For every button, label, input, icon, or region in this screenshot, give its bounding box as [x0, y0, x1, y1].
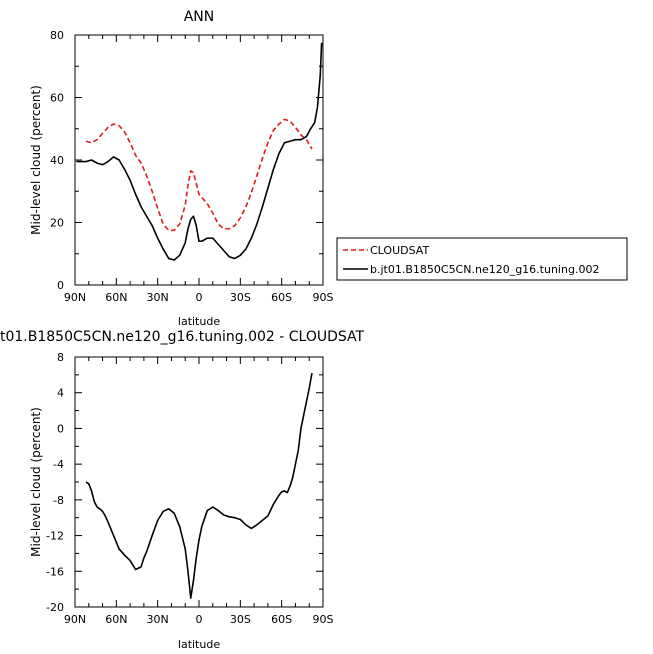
top-y-tick-label: 60	[50, 92, 64, 105]
top-plot-area	[76, 42, 323, 261]
top-panel: ANN 90N 60N 30N 0 30S 60S 90S 0 20 40 60 80 latitud…	[29, 9, 334, 328]
bottom-y-tick-label: -8	[53, 494, 64, 507]
legend-label-cloudsat: CLOUDSAT	[370, 244, 429, 257]
top-x-axis-label: latitude	[178, 315, 220, 328]
top-x-tick-label: 30N	[147, 291, 169, 304]
legend-label-model: b.jt01.B1850C5CN.ne120_g16.tuning.002	[370, 263, 599, 276]
bottom-y-tick-label: -16	[46, 565, 64, 578]
bottom-x-tick-label: 60N	[105, 613, 127, 626]
top-y-axis-label: Mid-level cloud (percent)	[29, 85, 43, 235]
bottom-plot-frame	[74, 356, 324, 608]
bottom-x-tick-label: 60S	[271, 613, 292, 626]
top-y-tick-label: 80	[50, 29, 64, 42]
top-axis-ticks: 90N 60N 30N 0 30S 60S 90S 0 20 40 60 80	[50, 29, 334, 304]
top-x-tick-label: 60N	[105, 291, 127, 304]
top-plot-frame	[74, 34, 324, 286]
legend: CLOUDSAT b.jt01.B1850C5CN.ne120_g16.tuni…	[336, 237, 628, 281]
bottom-x-tick-label: 30N	[147, 613, 169, 626]
bottom-y-tick-label: -20	[46, 601, 64, 614]
top-series-line-0	[85, 118, 313, 232]
bottom-x-axis-label: latitude	[178, 638, 220, 651]
bottom-x-tick-label: 90N	[64, 613, 86, 626]
bottom-plot-area	[85, 372, 313, 599]
bottom-chart-title: t01.B1850C5CN.ne120_g16.tuning.002 - CLO…	[0, 329, 364, 345]
bottom-y-tick-label: 0	[57, 422, 64, 435]
bottom-y-tick-label: -12	[46, 530, 64, 543]
top-x-tick-label: 60S	[271, 291, 292, 304]
bottom-y-axis-label: Mid-level cloud (percent)	[29, 407, 43, 557]
bottom-x-tick-label: 30S	[230, 613, 251, 626]
bottom-panel: t01.B1850C5CN.ne120_g16.tuning.002 - CLO…	[0, 329, 364, 651]
bottom-series-line-0	[85, 372, 313, 599]
top-y-tick-label: 20	[50, 217, 64, 230]
top-y-tick-label: 0	[57, 279, 64, 292]
top-x-tick-label: 30S	[230, 291, 251, 304]
top-series-line-1	[76, 42, 323, 261]
bottom-y-tick-label: -4	[53, 458, 64, 471]
bottom-x-tick-label: 0	[196, 613, 203, 626]
top-x-tick-label: 0	[196, 291, 203, 304]
bottom-x-tick-label: 90S	[313, 613, 334, 626]
bottom-axis-ticks: 90N 60N 30N 0 30S 60S 90S -20 -16 -12 -8 -4 0 4 8	[46, 351, 333, 626]
bottom-y-tick-label: 8	[57, 351, 64, 364]
top-x-tick-label: 90N	[64, 291, 86, 304]
bottom-y-tick-label: 4	[57, 387, 64, 400]
legend-box	[336, 237, 628, 281]
top-x-tick-label: 90S	[313, 291, 334, 304]
top-chart-title: ANN	[184, 9, 215, 25]
top-y-tick-label: 40	[50, 154, 64, 167]
